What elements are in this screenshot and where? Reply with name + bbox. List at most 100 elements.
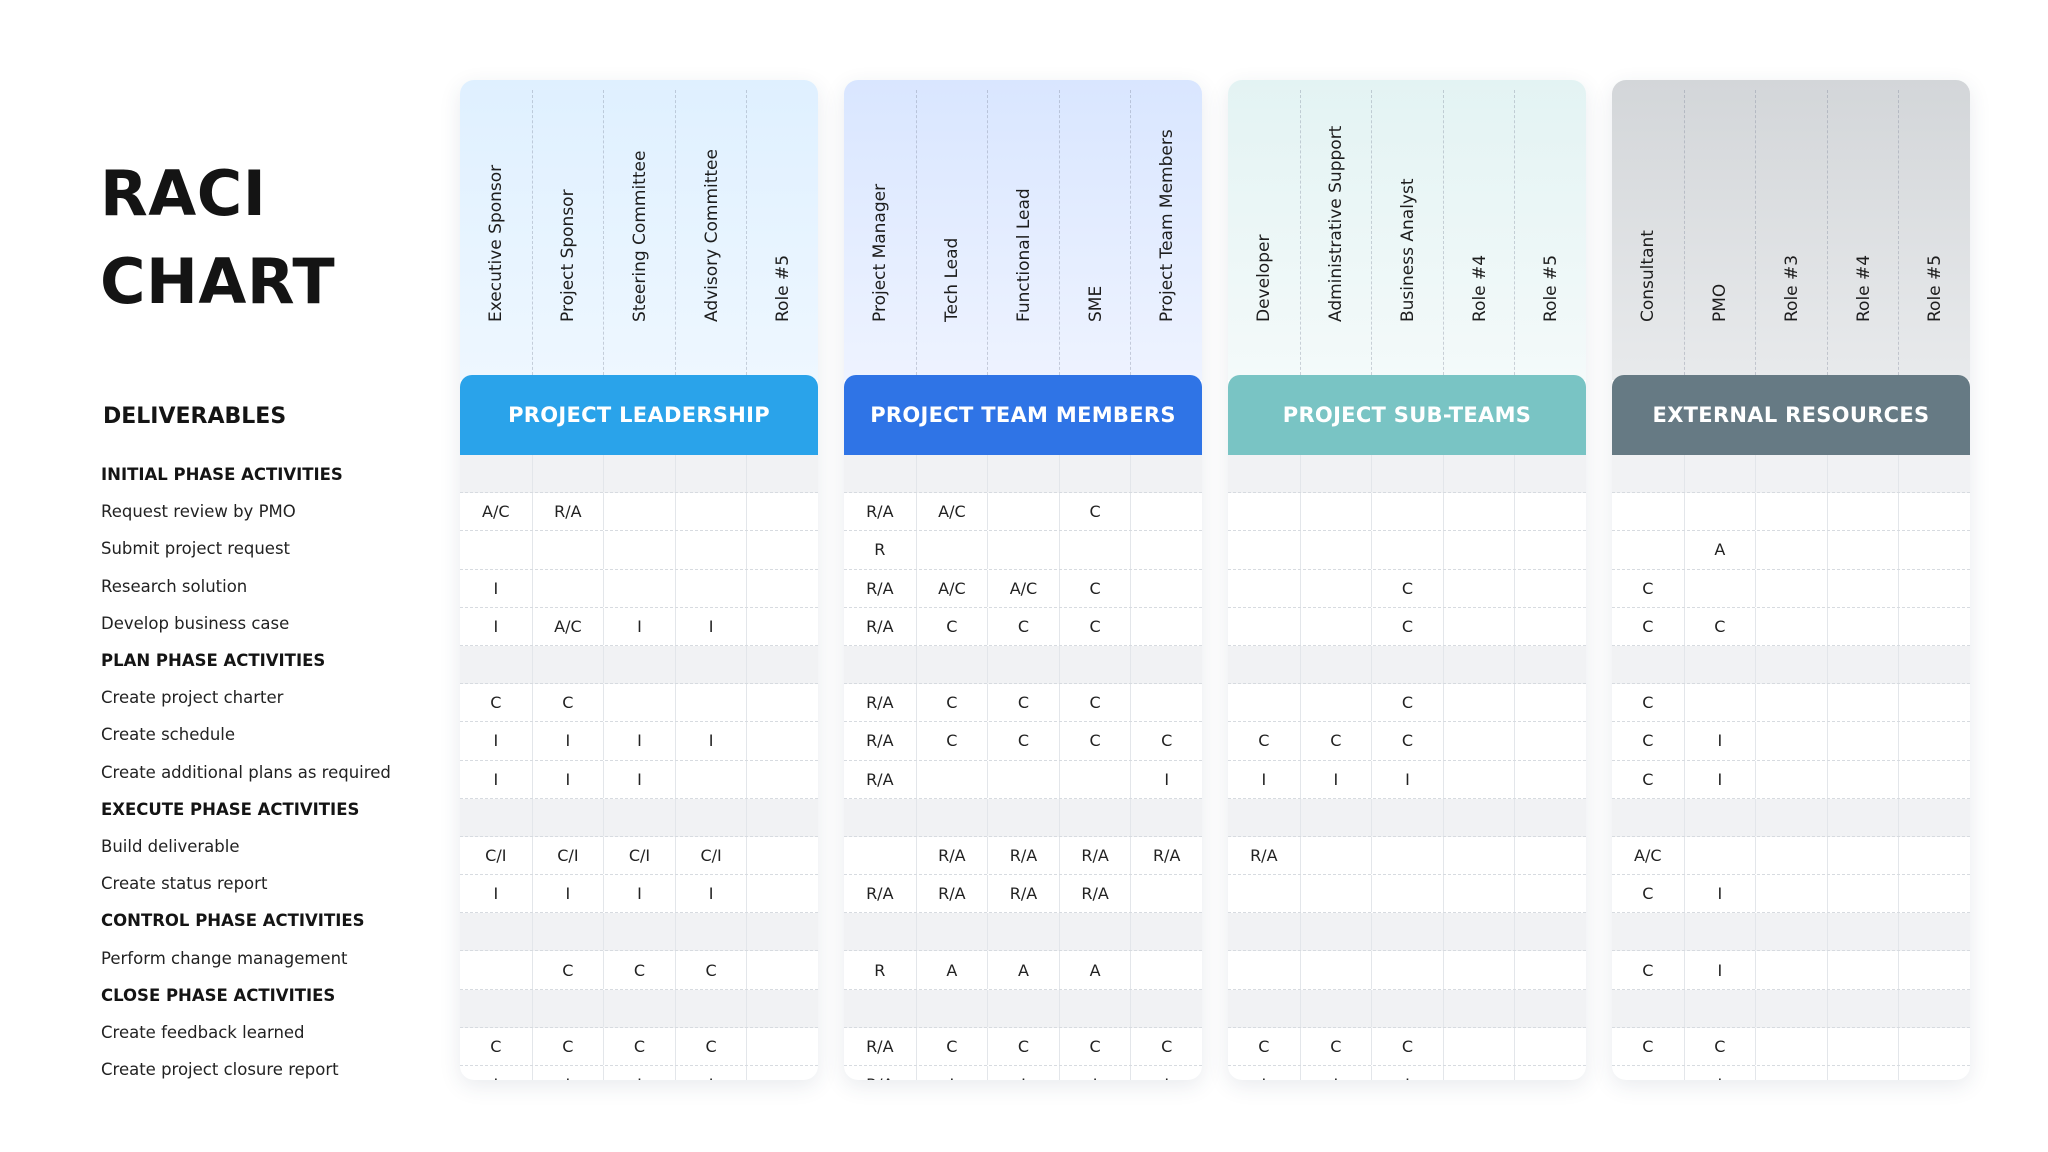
role-label: PMO — [1710, 283, 1731, 322]
raci-cell — [531, 569, 604, 607]
raci-cell — [460, 646, 532, 683]
raci-cell: C — [531, 951, 604, 989]
raci-cell: C/I — [603, 836, 675, 875]
table-row — [1228, 531, 1586, 570]
raci-cell — [1442, 531, 1515, 569]
raci-cell — [746, 951, 818, 989]
deliverable-label: Create feedback learned — [101, 1023, 305, 1042]
raci-cell — [1130, 989, 1202, 1027]
raci-cell — [1130, 531, 1202, 569]
raci-cell: A/C — [915, 493, 988, 531]
raci-cell: C — [1058, 569, 1131, 607]
raci-cell — [746, 989, 818, 1027]
raci-cell — [1371, 798, 1443, 836]
raci-cell: C — [1058, 722, 1131, 760]
raci-cell — [1514, 760, 1586, 798]
raci-cell — [603, 913, 675, 951]
raci-cell — [1755, 1066, 1827, 1080]
group-panel: Consultant PMO Role #3 Role #4 Role #5 EXTERN… — [1612, 80, 1970, 1080]
table-row — [1612, 913, 1970, 952]
raci-cell: C — [1642, 884, 1654, 904]
raci-cell — [1299, 493, 1372, 531]
raci-cell — [1755, 798, 1827, 836]
raci-cell — [1442, 722, 1515, 760]
raci-cell — [746, 875, 818, 913]
role-label: Administrative Support — [1326, 125, 1347, 322]
raci-cell — [1299, 913, 1372, 951]
raci-cell: A/C — [987, 569, 1059, 607]
raci-cell — [987, 455, 1059, 493]
raci-cell — [1299, 607, 1372, 645]
raci-cell: C — [1371, 569, 1443, 607]
raci-cell — [1514, 455, 1586, 493]
raci-cell — [1755, 836, 1827, 875]
raci-cell — [1058, 989, 1131, 1027]
raci-cell — [1442, 569, 1515, 607]
role-column-header: Project Sponsor — [531, 90, 605, 380]
raci-cell: C — [1683, 1027, 1756, 1065]
raci-cell — [460, 531, 532, 568]
table-row: A/C R/A — [460, 493, 818, 532]
deliverable-label: Create schedule — [101, 725, 236, 745]
raci-cell: C — [1258, 731, 1270, 751]
raci-cell: R/A — [866, 578, 894, 598]
raci-cell — [1058, 913, 1131, 951]
raci-cell — [1612, 646, 1684, 683]
raci-cell: R/A — [844, 1066, 916, 1080]
raci-cell — [1514, 836, 1586, 875]
raci-cell — [1683, 493, 1756, 531]
raci-cell — [1898, 645, 1970, 684]
raci-cell — [603, 989, 675, 1027]
raci-cell — [1299, 645, 1372, 684]
raci-cell — [1514, 493, 1586, 531]
raci-cell — [1371, 875, 1443, 913]
raci-cell — [1442, 493, 1515, 531]
raci-cell — [746, 493, 818, 531]
raci-cell: C — [1642, 1036, 1654, 1056]
raci-cell: C — [674, 1027, 747, 1065]
role-label: Project Manager — [869, 183, 890, 322]
raci-cell: C — [915, 684, 988, 722]
raci-cell — [1898, 569, 1970, 607]
raci-cell: C — [1299, 1027, 1372, 1065]
deliverable-label: Create project charter — [101, 688, 284, 708]
raci-cell — [1058, 531, 1131, 569]
raci-cell: R/A — [1058, 836, 1131, 875]
raci-cell — [603, 531, 675, 569]
raci-cell: I — [915, 1066, 988, 1080]
role-column-header: Functional Lead — [987, 90, 1060, 380]
raci-cell — [1299, 684, 1372, 722]
table-row: C — [1612, 569, 1970, 608]
table-row: I — [1612, 1066, 1970, 1080]
table-row — [844, 989, 1202, 1028]
raci-cell — [460, 455, 532, 492]
group-name-banner: PROJECT SUB-TEAMS — [1228, 375, 1586, 455]
deliverable-label: Create project closure report — [101, 1060, 339, 1080]
raci-cell — [1442, 607, 1515, 645]
raci-cell: C — [915, 722, 988, 760]
raci-cell — [1898, 875, 1970, 913]
table-row — [1228, 913, 1586, 952]
table-row: R/A C C C — [844, 684, 1202, 723]
raci-cell: R/A — [866, 616, 894, 636]
raci-cell: R/A — [531, 493, 604, 531]
raci-cell: R/A — [915, 875, 988, 913]
raci-cell — [1514, 989, 1586, 1027]
raci-cell: C/I — [485, 845, 507, 865]
raci-cell — [915, 798, 988, 836]
raci-cell: R/A — [915, 836, 988, 875]
raci-cell — [674, 531, 747, 569]
table-row: I A/C I I — [460, 607, 818, 646]
raci-cell — [1898, 607, 1970, 645]
raci-cell: C — [987, 1027, 1059, 1065]
role-column-header: Role #5 — [746, 90, 818, 380]
phase-heading: EXECUTE PHASE ACTIVITIES — [101, 799, 360, 819]
raci-cell — [674, 684, 747, 722]
